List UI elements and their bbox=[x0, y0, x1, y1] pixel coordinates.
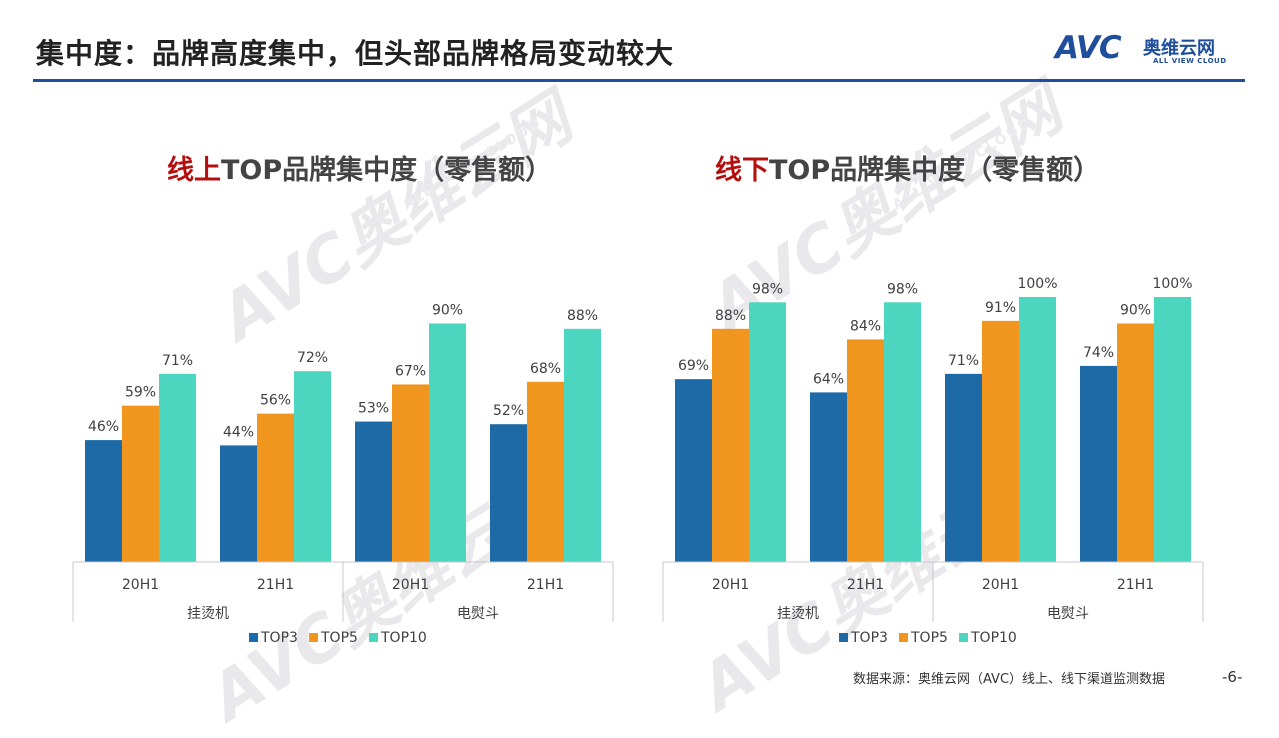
data-label: 100% bbox=[1017, 276, 1057, 292]
chart-title-rest: TOP品牌集中度（零售额） bbox=[769, 155, 1101, 186]
bar-top10 bbox=[1154, 297, 1191, 562]
data-label: 52% bbox=[493, 403, 524, 419]
bar-top10 bbox=[564, 328, 601, 562]
chart-title-highlight: 线下 bbox=[715, 155, 769, 186]
legend-swatch bbox=[959, 633, 968, 642]
category-label: 21H1 bbox=[257, 577, 294, 593]
legend-label: TOP3 bbox=[260, 630, 298, 646]
avc-logo: AVC 奥维云网 ALL VIEW CLOUD bbox=[1055, 30, 1250, 70]
bar-top5 bbox=[982, 320, 1019, 562]
legend-swatch bbox=[839, 633, 848, 642]
data-label: 84% bbox=[850, 318, 881, 334]
data-label: 98% bbox=[887, 281, 918, 297]
bar-top3 bbox=[220, 445, 257, 562]
category-label: 20H1 bbox=[982, 577, 1019, 593]
title-divider bbox=[33, 79, 1245, 82]
data-label: 67% bbox=[395, 363, 426, 379]
page-number: -6- bbox=[1222, 668, 1243, 686]
data-label: 72% bbox=[297, 350, 328, 366]
bar-top3 bbox=[490, 424, 527, 562]
bar-top3 bbox=[810, 392, 847, 562]
chart-title-offline: 线下TOP品牌集中度（零售额） bbox=[715, 148, 1100, 187]
bar-top5 bbox=[527, 381, 564, 562]
data-label: 74% bbox=[1083, 345, 1114, 361]
legend-label: TOP3 bbox=[850, 630, 888, 646]
logo-english: ALL VIEW CLOUD bbox=[1153, 57, 1227, 65]
legend-swatch bbox=[249, 633, 258, 642]
chart-title-rest: TOP品牌集中度（零售额） bbox=[221, 155, 553, 186]
bar-top3 bbox=[85, 440, 122, 562]
data-label: 90% bbox=[432, 303, 463, 319]
chart-title-online: 线上TOP品牌集中度（零售额） bbox=[167, 148, 552, 187]
group-label: 电熨斗 bbox=[457, 606, 499, 622]
bar-top10 bbox=[749, 302, 786, 562]
legend-swatch bbox=[899, 633, 908, 642]
bar-top5 bbox=[847, 339, 884, 562]
chart-title-highlight: 线上 bbox=[167, 155, 221, 186]
data-label: 90% bbox=[1120, 303, 1151, 319]
bar-top3 bbox=[945, 373, 982, 562]
data-label: 88% bbox=[715, 308, 746, 324]
bar-top10 bbox=[884, 302, 921, 562]
page-title: 集中度：品牌高度集中，但头部品牌格局变动较大 bbox=[36, 37, 675, 70]
bar-top10 bbox=[294, 371, 331, 562]
online-concentration-chart: 46% 59% 71% 20H1 44% 56% 72% 21H1 53% 67% 90% 20H1 5… bbox=[72, 303, 614, 646]
category-label: 20H1 bbox=[392, 577, 429, 593]
category-label: 20H1 bbox=[122, 577, 159, 593]
bar-top3 bbox=[675, 379, 712, 562]
data-label: 88% bbox=[567, 308, 598, 324]
data-label: 98% bbox=[752, 281, 783, 297]
bar-top5 bbox=[257, 413, 294, 562]
bar-top10 bbox=[1019, 297, 1056, 562]
group-label: 挂烫机 bbox=[777, 606, 819, 622]
data-label: 44% bbox=[223, 424, 254, 440]
data-label: 71% bbox=[948, 353, 979, 369]
legend-label: TOP10 bbox=[380, 630, 427, 646]
logo-chinese: 奥维云网 bbox=[1143, 38, 1215, 59]
bar-top3 bbox=[355, 421, 392, 562]
data-label: 68% bbox=[530, 361, 561, 377]
bar-top10 bbox=[429, 323, 466, 562]
data-label: 59% bbox=[125, 385, 156, 401]
category-label: 20H1 bbox=[712, 577, 749, 593]
data-label: 91% bbox=[985, 300, 1016, 316]
bar-top3 bbox=[1080, 365, 1117, 562]
legend-label: TOP10 bbox=[970, 630, 1017, 646]
bar-top5 bbox=[122, 405, 159, 562]
data-label: 69% bbox=[678, 358, 709, 374]
data-label: 53% bbox=[358, 401, 389, 417]
category-label: 21H1 bbox=[527, 577, 564, 593]
legend-swatch bbox=[309, 633, 318, 642]
data-label: 64% bbox=[813, 371, 844, 387]
legend-swatch bbox=[369, 633, 378, 642]
legend-label: TOP5 bbox=[320, 630, 358, 646]
bar-top10 bbox=[159, 373, 196, 562]
data-label: 100% bbox=[1152, 276, 1192, 292]
category-label: 21H1 bbox=[847, 577, 884, 593]
group-label: 挂烫机 bbox=[187, 606, 229, 622]
legend-label: TOP5 bbox=[910, 630, 948, 646]
data-label: 71% bbox=[162, 353, 193, 369]
bar-top5 bbox=[712, 328, 749, 562]
offline-concentration-chart: 69%88%98%20H164%84%98%21H171%91%100%20H1… bbox=[662, 276, 1204, 646]
data-label: 46% bbox=[88, 419, 119, 435]
bar-top5 bbox=[392, 384, 429, 562]
bar-top5 bbox=[1117, 323, 1154, 562]
group-label: 电熨斗 bbox=[1047, 606, 1089, 622]
data-label: 56% bbox=[260, 393, 291, 409]
category-label: 21H1 bbox=[1117, 577, 1154, 593]
logo-text: AVC bbox=[1055, 30, 1122, 66]
data-source: 数据来源：奥维云网（AVC）线上、线下渠道监测数据 bbox=[853, 672, 1166, 687]
